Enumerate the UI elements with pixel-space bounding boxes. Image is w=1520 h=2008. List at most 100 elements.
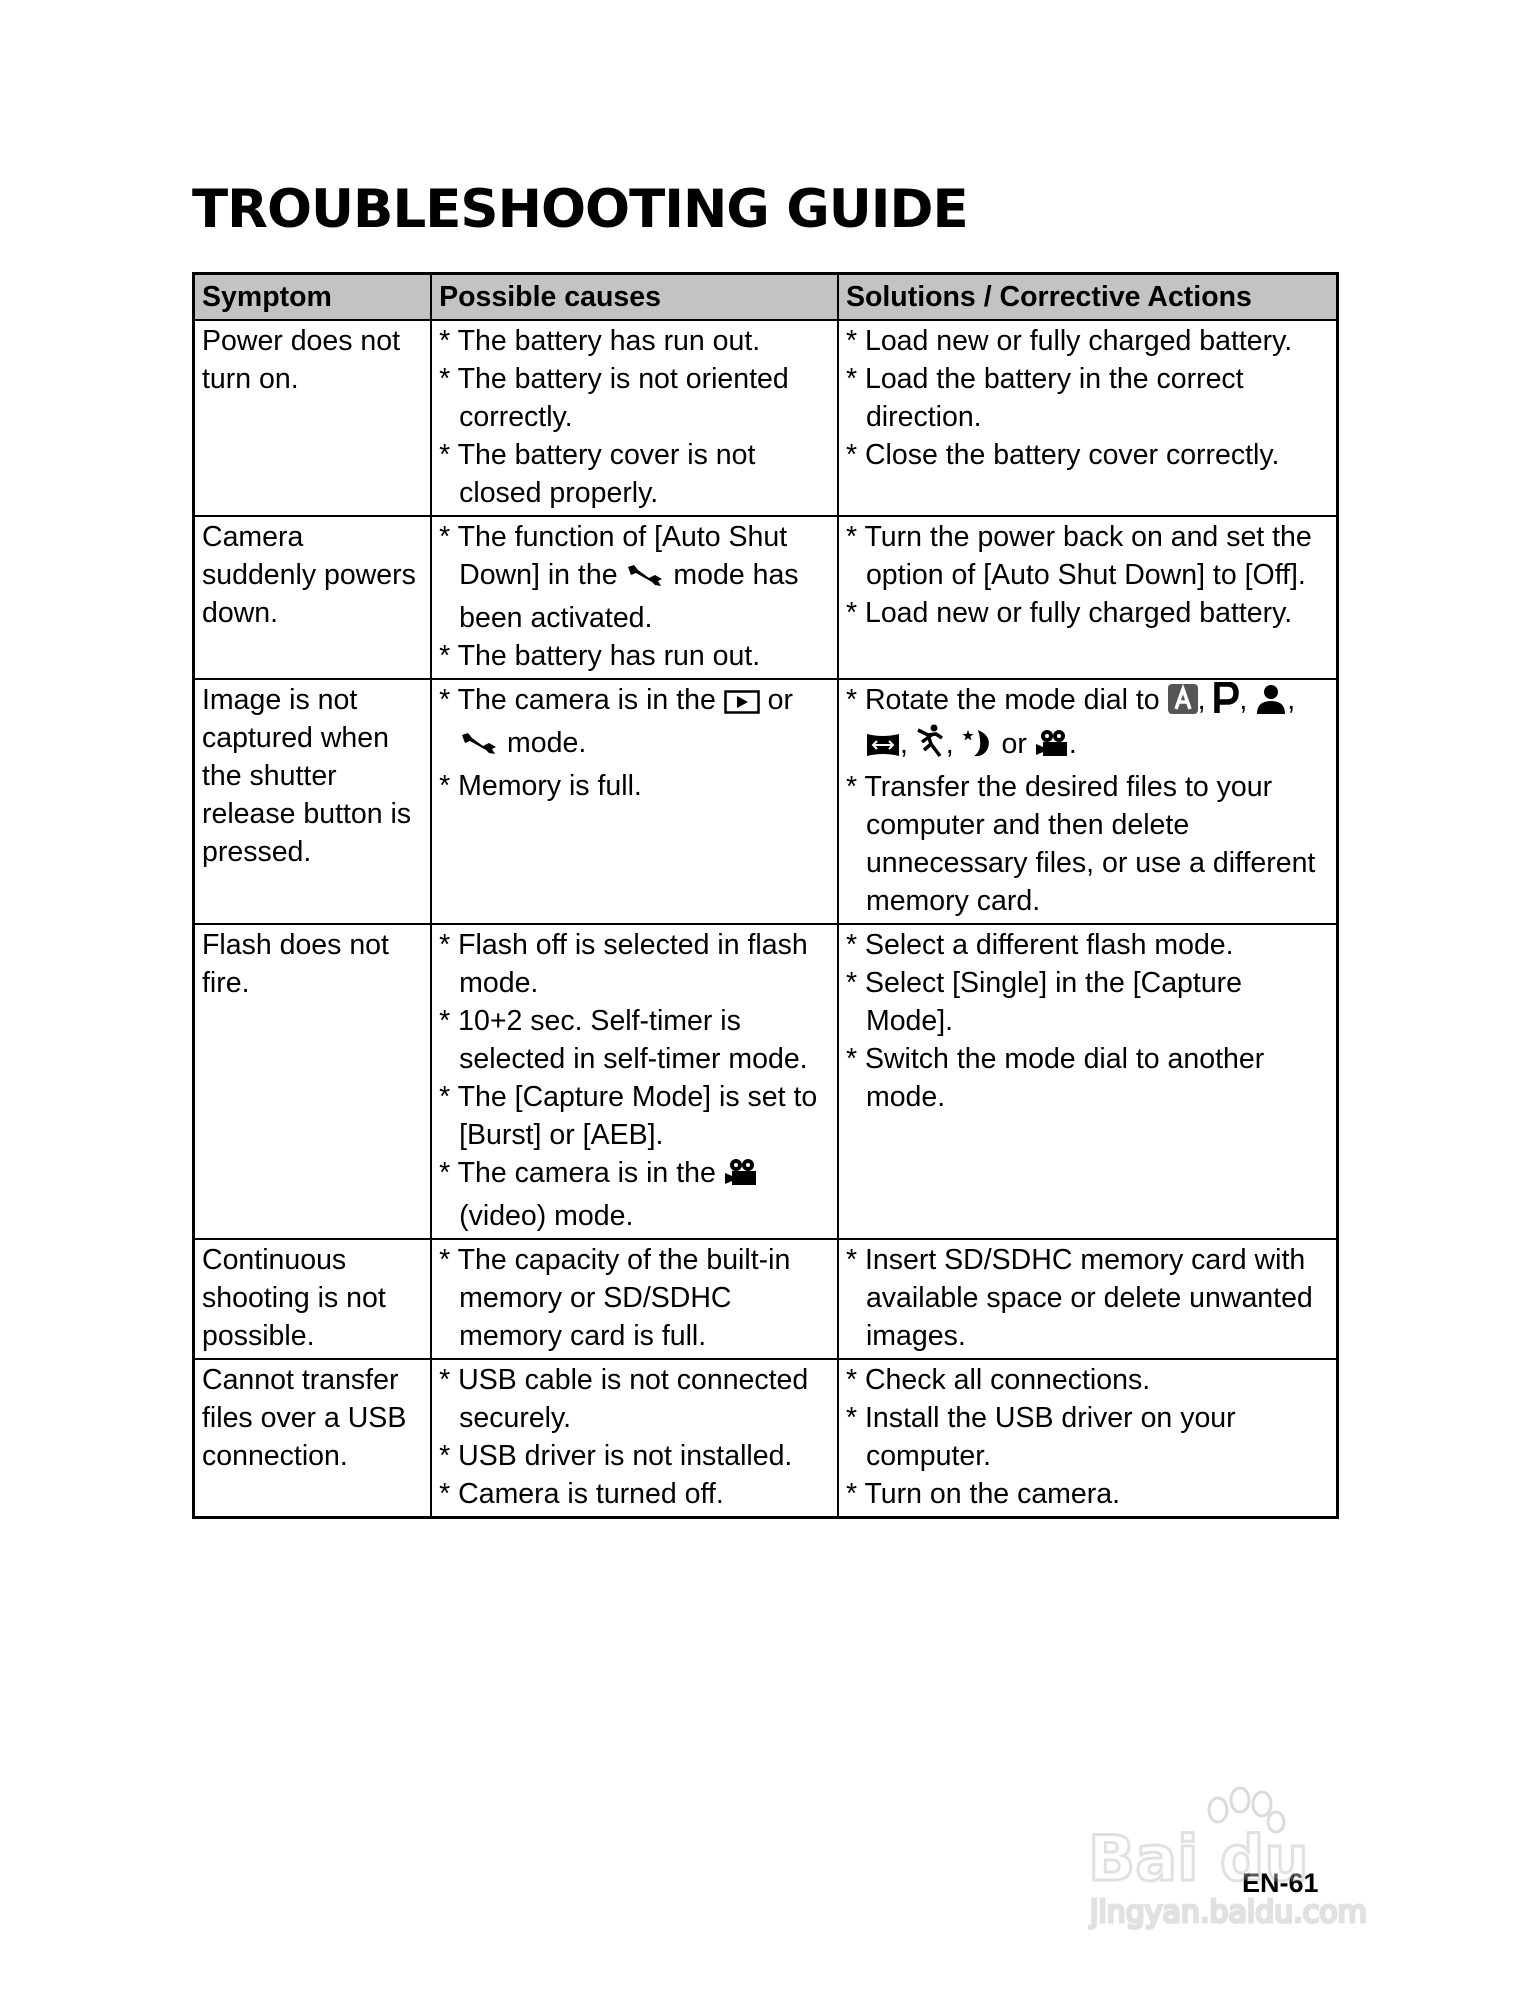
item-text: * Check all connections. (845, 1364, 1151, 1396)
page-title: TROUBLESHOOTING GUIDE (192, 179, 969, 240)
item-text: * The battery has run out. (439, 325, 761, 357)
item-text: * Close the battery cover correctly. (845, 439, 1280, 471)
portrait-icon (1255, 684, 1287, 724)
causes-item: * Memory is full. (439, 767, 831, 805)
causes-cell: * The camera is in the or mode. * Memory … (430, 678, 839, 925)
item-text: * Select [Single] in the [Capture Mode]. (845, 967, 1243, 1037)
table-header-row: Symptom Possible causes Solutions / Corr… (192, 272, 1339, 321)
panorama-icon (866, 730, 900, 768)
item-text: mode has been activated. (459, 559, 799, 634)
solutions-item: * Load new or fully charged battery. (846, 322, 1330, 360)
causes-cell: * The battery has run out. * The battery … (430, 319, 839, 517)
item-text: * USB driver is not installed. (439, 1440, 793, 1472)
header-causes: Possible causes (430, 272, 839, 321)
causes-item: * The [Capture Mode] is set to [Burst] o… (439, 1078, 831, 1154)
item-text: * Camera is turned off. (439, 1478, 724, 1510)
table-row: Camera suddenly powers down. * The functi… (192, 515, 1339, 680)
svg-text:jingyan.baidu.com: jingyan.baidu.com (1089, 1895, 1367, 1930)
item-text: * Load new or fully charged battery. (845, 597, 1293, 629)
header-solutions: Solutions / Corrective Actions (836, 272, 1339, 321)
solutions-item: * Close the battery cover correctly. (846, 436, 1330, 474)
baidu-watermark-logo: Bai du jingyan.baidu.com (1087, 1786, 1368, 1930)
causes-item: * The capacity of the built-in memory or… (439, 1241, 831, 1355)
playback-icon (724, 686, 760, 724)
solutions-item: * Load new or fully charged battery. (846, 594, 1330, 632)
solutions-item: * Load the battery in the correct direct… (846, 360, 1330, 436)
solutions-cell: * Insert SD/SDHC memory card with availa… (836, 1238, 1339, 1360)
item-text: , (1287, 684, 1296, 716)
auto-icon (1167, 683, 1198, 724)
solutions-cell: * Turn the power back on and set the opt… (836, 515, 1339, 680)
symptom-cell: Image is not captured when the shutter r… (192, 678, 433, 925)
sports-icon (916, 724, 946, 768)
item-text: * Load new or fully charged battery. (845, 325, 1293, 357)
causes-cell: * The capacity of the built-in memory or… (430, 1238, 839, 1360)
table-row: Continuous shooting is not possible. * Th… (192, 1238, 1339, 1360)
night-icon (962, 728, 994, 768)
solutions-item: * Check all connections. (846, 1361, 1330, 1399)
item-text: * The capacity of the built-in memory or… (439, 1244, 791, 1352)
causes-cell: * The function of [Auto Shut Down] in th… (430, 515, 839, 680)
solutions-item: * Rotate the mode dial to , , , , , or . (846, 681, 1330, 768)
table-row: Power does not turn on. * The battery has… (192, 319, 1339, 517)
table-row: Flash does not fire. * Flash off is selec… (192, 923, 1339, 1240)
svg-text:Bai du: Bai du (1088, 1822, 1308, 1895)
wrench-icon (625, 561, 665, 599)
symptom-cell: Cannot transfer files over a USB connect… (192, 1358, 433, 1519)
solutions-cell: * Load new or fully charged battery. * Lo… (836, 319, 1339, 517)
item-text: * USB cable is not connected securely. (439, 1364, 809, 1434)
symptom-cell: Camera suddenly powers down. (192, 515, 433, 680)
item-text: or (759, 684, 794, 716)
causes-item: * The battery has run out. (439, 322, 831, 360)
item-text: * The battery has run out. (439, 640, 761, 672)
solutions-cell: * Select a different flash mode. * Select… (836, 923, 1339, 1240)
item-text: * The [Capture Mode] is set to [Burst] o… (439, 1081, 818, 1151)
solutions-item: * Turn on the camera. (846, 1475, 1330, 1513)
solutions-item: * Select [Single] in the [Capture Mode]. (846, 964, 1330, 1040)
item-text: , (945, 728, 962, 760)
solutions-cell: * Rotate the mode dial to , , , , , or .… (836, 678, 1339, 925)
causes-item: * The camera is in the (video) mode. (439, 1154, 831, 1235)
causes-item: * The function of [Auto Shut Down] in th… (439, 518, 831, 637)
solutions-cell: * Check all connections. * Install the US… (836, 1358, 1339, 1519)
item-text: , (1197, 684, 1214, 716)
item-text: mode. (499, 727, 587, 759)
solutions-item: * Transfer the desired files to your com… (846, 768, 1330, 920)
video-icon (724, 1157, 758, 1197)
item-text: * Turn the power back on and set the opt… (845, 521, 1312, 591)
causes-item: * 10+2 sec. Self-timer is selected in se… (439, 1002, 831, 1078)
item-text: * The camera is in the (439, 684, 724, 716)
item-text: * Load the battery in the correct direct… (845, 363, 1244, 433)
item-text: or (993, 728, 1035, 760)
symptom-cell: Continuous shooting is not possible. (192, 1238, 433, 1360)
causes-cell: * USB cable is not connected securely. * … (430, 1358, 839, 1519)
symptom-cell: Power does not turn on. (192, 319, 433, 517)
item-text: , (1239, 684, 1256, 716)
item-text: . (1068, 728, 1077, 760)
program-icon (1213, 681, 1240, 724)
solutions-item: * Switch the mode dial to another mode. (846, 1040, 1330, 1116)
item-text: * Turn on the camera. (845, 1478, 1121, 1510)
item-text: * 10+2 sec. Self-timer is selected in se… (439, 1005, 808, 1075)
solutions-item: * Turn the power back on and set the opt… (846, 518, 1330, 594)
table-row: Image is not captured when the shutter r… (192, 678, 1339, 925)
page-number: EN-61 (1242, 1868, 1319, 1898)
item-text: * Insert SD/SDHC memory card with availa… (845, 1244, 1313, 1352)
causes-item: * The battery cover is not closed proper… (439, 436, 831, 512)
solutions-item: * Install the USB driver on your compute… (846, 1399, 1330, 1475)
item-text: * Select a different flash mode. (845, 929, 1234, 961)
table-row: Cannot transfer files over a USB connect… (192, 1358, 1339, 1519)
solutions-item: * Insert SD/SDHC memory card with availa… (846, 1241, 1330, 1355)
causes-item: * The camera is in the or mode. (439, 681, 831, 767)
causes-item: * The battery has run out. (439, 637, 831, 675)
item-text: * Install the USB driver on your compute… (845, 1402, 1236, 1472)
causes-item: * Flash off is selected in flash mode. (439, 926, 831, 1002)
item-text: * The battery is not oriented correctly. (439, 363, 789, 433)
item-text: * The battery cover is not closed proper… (439, 439, 756, 509)
causes-item: * USB cable is not connected securely. (439, 1361, 831, 1437)
troubleshooting-table: Symptom Possible causes Solutions / Corr… (192, 272, 1339, 1519)
item-text: , (899, 728, 916, 760)
item-text: * Rotate the mode dial to (845, 684, 1168, 716)
item-text: * Transfer the desired files to your com… (845, 771, 1316, 917)
item-text: * The camera is in the (439, 1157, 724, 1189)
